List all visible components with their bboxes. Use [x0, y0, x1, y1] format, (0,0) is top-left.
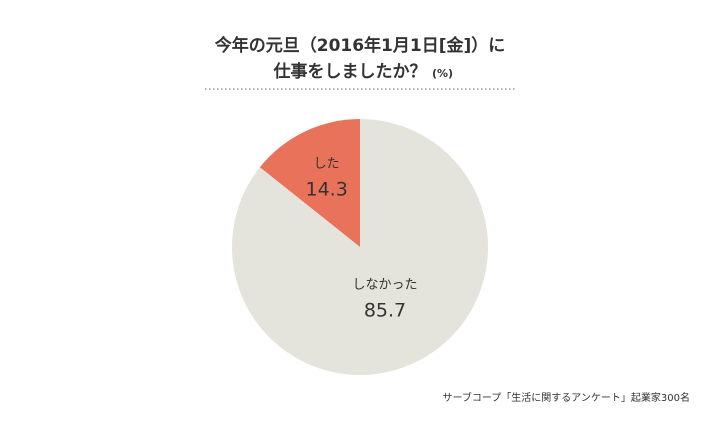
source: サーブコープ「生活に関するアンケート」起業家300名	[443, 391, 691, 404]
slice-label: しなかった	[353, 277, 418, 292]
chart-title: 今年の元旦（2016年1月1日[金]）に	[215, 35, 506, 56]
unit-label: (%)	[432, 67, 453, 80]
pie-slice	[259, 119, 360, 247]
chart-title: 仕事をしましたか？	[273, 61, 427, 82]
slice-label: した	[314, 156, 340, 171]
value-label: 85.7	[364, 299, 406, 321]
value-label: 14.3	[305, 178, 347, 200]
pie-slice	[232, 119, 488, 376]
